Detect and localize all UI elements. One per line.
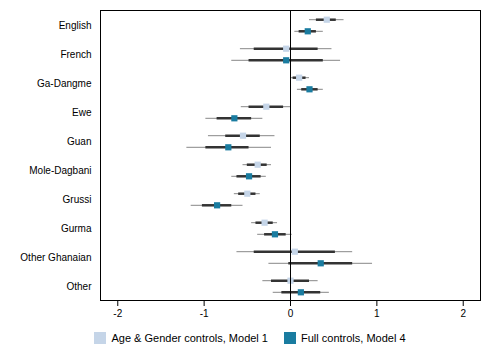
- svg-text:Other: Other: [66, 281, 92, 292]
- svg-text:Ga-Dangme: Ga-Dangme: [37, 78, 92, 89]
- svg-text:2: 2: [460, 308, 466, 319]
- html-text:Age & Gender controls, Model 1: Age & Gender controls, Model 1: [111, 332, 268, 344]
- svg-text:Gurma: Gurma: [61, 223, 92, 234]
- svg-text:Ewe: Ewe: [72, 107, 92, 118]
- svg-text:English: English: [59, 20, 92, 31]
- svg-text:0: 0: [288, 308, 294, 319]
- svg-text:1: 1: [374, 308, 380, 319]
- html-text:Full controls, Model 4: Full controls, Model 4: [301, 332, 406, 344]
- svg-text:Guan: Guan: [67, 136, 91, 147]
- svg-text:Grussi: Grussi: [63, 194, 92, 205]
- svg-text:Other Ghanaian: Other Ghanaian: [20, 252, 91, 263]
- svg-text:-2: -2: [113, 308, 122, 319]
- svg-text:Mole-Dagbani: Mole-Dagbani: [29, 165, 91, 176]
- svg-text:-1: -1: [200, 308, 209, 319]
- svg-text:French: French: [60, 49, 91, 60]
